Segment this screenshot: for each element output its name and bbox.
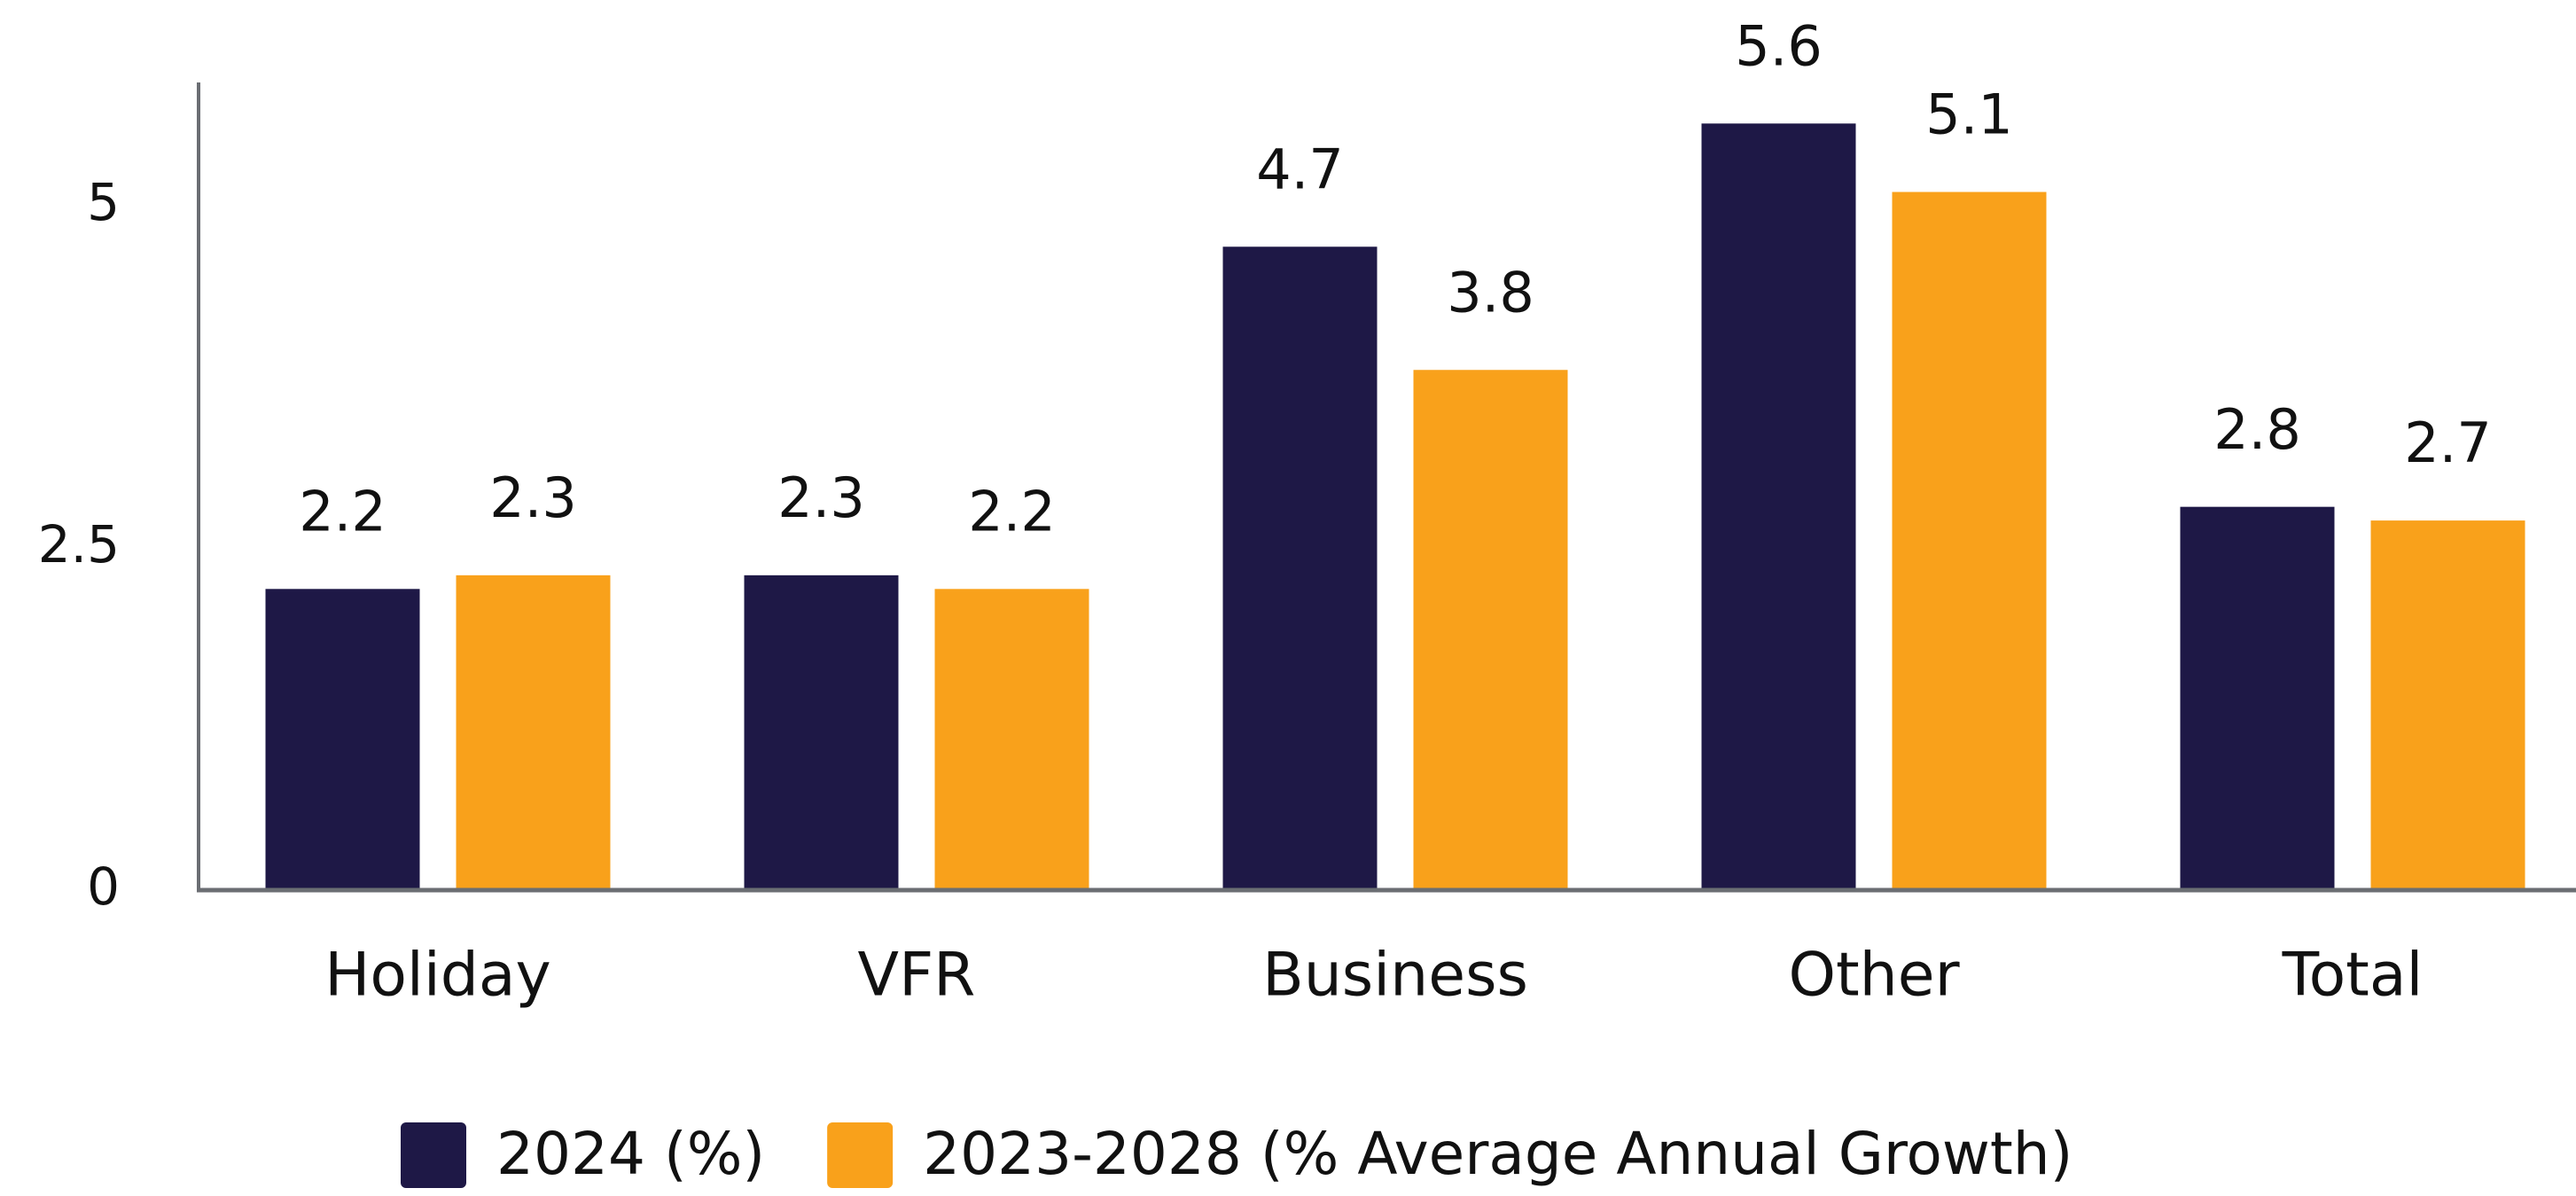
x-tick-label: VFR [858,941,976,1011]
bar [456,575,611,890]
value-label: 5.6 [1735,13,1823,78]
value-label: 2.3 [777,465,865,530]
x-tick-label: Holiday [324,941,551,1011]
bar [934,589,1089,890]
value-label: 2.2 [968,479,1056,543]
value-label: 2.7 [2404,410,2492,475]
bar [1892,192,2047,891]
legend-label: 2024 (%) [496,1120,765,1188]
x-tick-label: Other [1788,941,1959,1011]
bar [265,589,420,890]
bar [1701,123,1856,891]
legend-swatch [827,1122,894,1188]
y-tick-label: 2.5 [38,514,120,575]
bar [744,575,899,890]
bar [1222,246,1378,890]
y-tick-label: 5 [87,172,120,232]
x-tick-label: Business [1262,941,1528,1011]
bar [2180,506,2335,890]
x-tick-label: Total [2282,941,2424,1011]
bar [1413,370,1568,890]
bar [2370,520,2525,890]
legend-swatch [401,1122,466,1188]
y-tick-label: 0 [87,856,120,917]
value-label: 5.1 [1925,82,2013,147]
value-label: 2.2 [299,479,386,543]
value-label: 2.3 [489,465,577,530]
legend-label: 2023-2028 (% Average Annual Growth) [923,1120,2073,1188]
value-label: 2.8 [2213,397,2301,462]
value-label: 3.8 [1447,260,1534,324]
value-label: 4.7 [1256,137,1344,201]
